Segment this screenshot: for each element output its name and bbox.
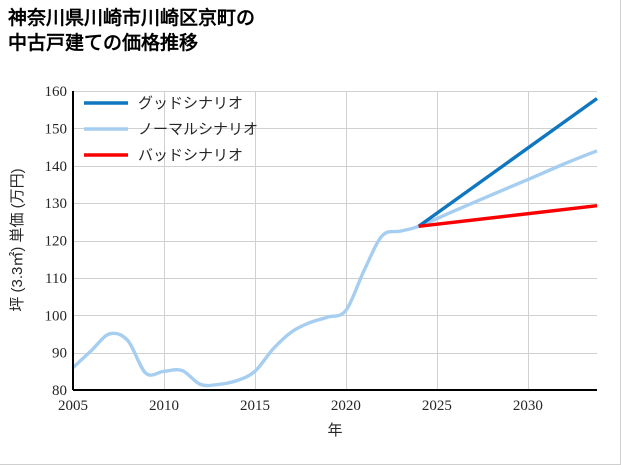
y-tick-label: 160 (45, 84, 68, 100)
y-tick-label: 100 (45, 308, 68, 324)
y-axis-title: 坪 (3.3㎡) 単価 (万円) (9, 168, 26, 311)
legend-label-2: バッドシナリオ (138, 148, 243, 164)
legend-label-1: ノーマルシナリオ (138, 122, 258, 138)
page-title: 神奈川県川崎市川崎区京町の 中古戸建ての価格推移 (8, 8, 256, 54)
y-tick-label: 120 (45, 234, 68, 250)
legend-label-0: グッドシナリオ (138, 95, 243, 112)
x-tick-label: 2015 (240, 398, 270, 414)
y-tick-label: 80 (52, 383, 67, 399)
x-axis-title: 年 (327, 422, 342, 439)
x-tick-label: 2005 (58, 398, 88, 414)
x-tick-label: 2025 (422, 398, 452, 414)
y-axis-tick-labels: 80 90 100 110 120 130 140 150 160 (45, 84, 68, 399)
axis-lines (71, 91, 597, 392)
y-tick-label: 150 (45, 121, 68, 137)
series-line-グッドシナリオ (417, 97, 598, 228)
y-tick-label: 140 (45, 159, 68, 175)
y-tick-label: 90 (52, 346, 67, 362)
y-tick-label: 110 (45, 271, 67, 287)
series-line-バッドシナリオ (418, 204, 598, 228)
x-tick-label: 2020 (331, 398, 361, 414)
x-axis-tick-labels: 2005 2010 2015 2020 2025 2030 (58, 398, 543, 414)
series-line-ノーマルシナリオ (71, 149, 598, 388)
y-tick-label: 130 (45, 196, 68, 212)
series-lines (71, 97, 598, 388)
x-tick-label: 2010 (149, 398, 179, 414)
x-tick-label: 2030 (513, 398, 543, 414)
